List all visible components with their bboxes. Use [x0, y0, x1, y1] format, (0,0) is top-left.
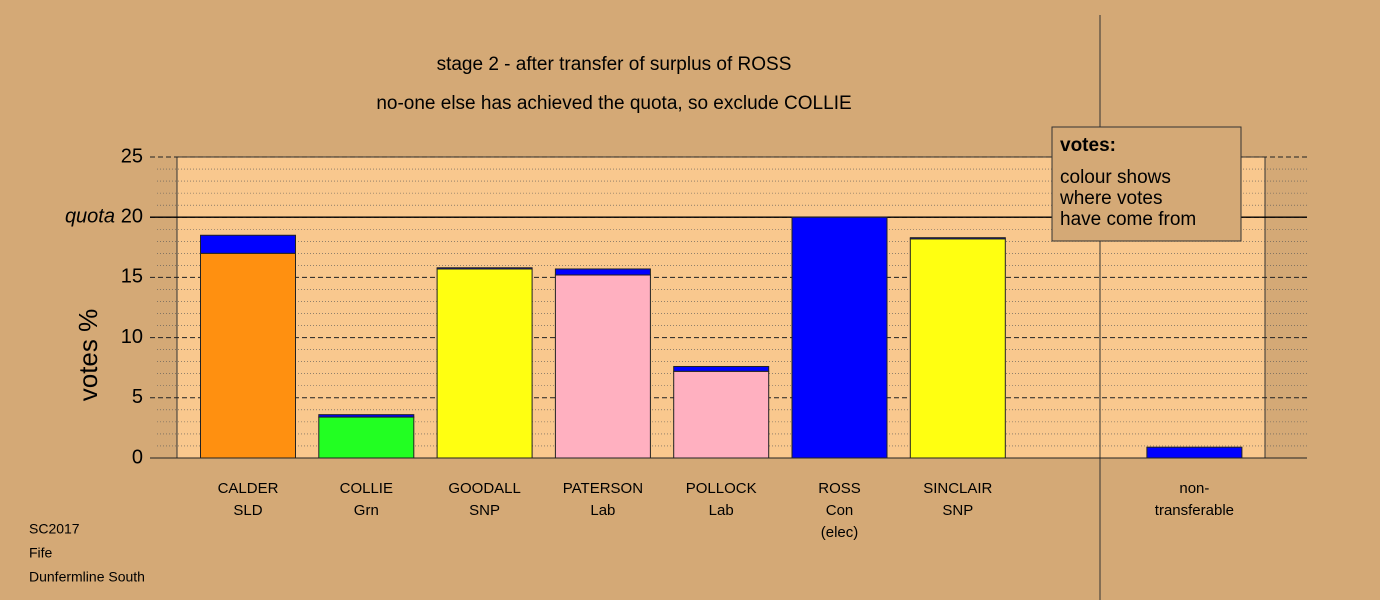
legend-box	[1051, 126, 1242, 242]
bar-segment	[554, 274, 651, 459]
y-tick-label: 15	[121, 266, 143, 288]
note: SC2017	[29, 521, 80, 537]
bar-segment	[673, 370, 770, 459]
y-tick-label: 20	[121, 205, 143, 227]
bar-segment	[909, 238, 1006, 459]
bar-segment	[200, 252, 296, 459]
bar-segment	[791, 216, 888, 459]
x-tick-label: Lab	[709, 502, 734, 519]
x-tick-label: (elec)	[821, 524, 859, 541]
legend-title: votes:	[1060, 135, 1116, 156]
x-tick-label: Grn	[354, 502, 379, 519]
quota-label: quota	[65, 205, 115, 227]
y-tick-label: 10	[121, 326, 143, 348]
bar-segment	[554, 268, 651, 276]
x-tick-label: SLD	[233, 502, 262, 519]
bar-segment	[436, 267, 533, 270]
bar-segment	[1146, 446, 1243, 459]
bar-segment	[318, 414, 415, 418]
chart-title: stage 2 - after transfer of surplus of R…	[437, 54, 792, 75]
bar-segment	[200, 234, 296, 254]
note: Dunfermline South	[29, 569, 145, 585]
bar-segment	[909, 237, 1006, 240]
x-tick-label: ROSS	[818, 480, 861, 497]
x-tick-label: SINCLAIR	[923, 480, 992, 497]
bar-segment	[673, 365, 770, 372]
note: Fife	[29, 545, 53, 561]
x-tick-label: GOODALL	[448, 480, 521, 497]
y-axis-label: votes %	[73, 309, 103, 402]
x-tick-label: transferable	[1155, 502, 1234, 519]
bar-segment	[318, 416, 415, 459]
legend-text: colour shows	[1060, 167, 1171, 188]
x-tick-label: PATERSON	[563, 480, 643, 497]
x-tick-label: non-	[1179, 480, 1209, 497]
x-tick-label: Con	[826, 502, 854, 519]
y-tick-label: 5	[132, 386, 143, 408]
x-tick-label: SNP	[469, 502, 500, 519]
x-tick-label: CALDER	[218, 480, 279, 497]
legend-text: have come from	[1060, 209, 1196, 230]
y-tick-label: 0	[132, 446, 143, 468]
x-tick-label: SNP	[942, 502, 973, 519]
x-tick-label: POLLOCK	[686, 480, 757, 497]
bar-segment	[436, 268, 533, 459]
chart-subtitle: no-one else has achieved the quota, so e…	[376, 93, 851, 114]
x-tick-label: Lab	[590, 502, 615, 519]
x-tick-label: COLLIE	[340, 480, 393, 497]
y-tick-label: 25	[121, 145, 143, 167]
legend-text: where votes	[1059, 188, 1162, 209]
marks: 0 5 10 15 20 25 quota CALDER SLD COLLIE Grn GOODALL…	[65, 145, 1307, 541]
